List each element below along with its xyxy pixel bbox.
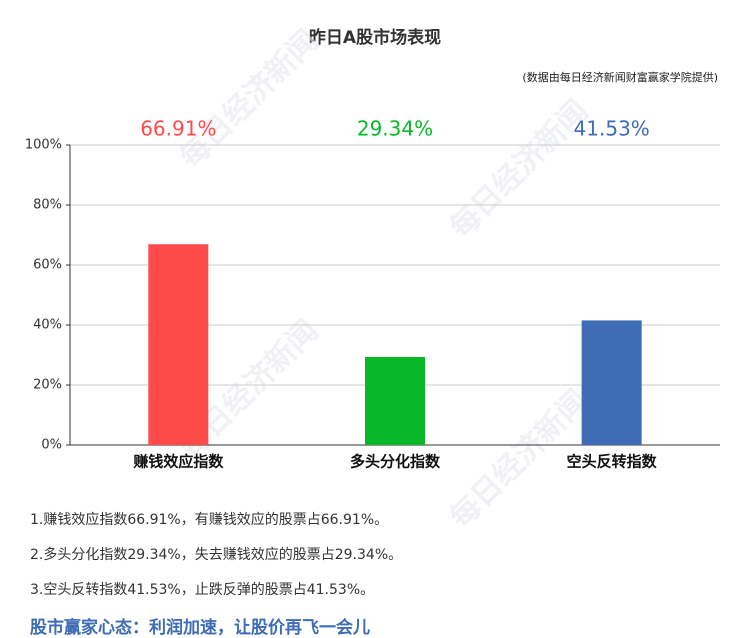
y-tick-label: 60% (33, 258, 62, 273)
slogan: 股市赢家心态：利润加速，让股价再飞一会儿 (30, 617, 370, 638)
y-tick-label: 0% (41, 438, 62, 453)
y-tick-label: 20% (33, 378, 62, 393)
x-tick-label: 赚钱效应指数 (132, 453, 224, 471)
x-tick-label: 空头反转指数 (567, 453, 658, 471)
bar (365, 356, 425, 445)
value-label: 66.91% (140, 117, 216, 141)
y-tick-label: 40% (33, 318, 62, 333)
note: 3.空头反转指数41.53%，止跌反弹的股票占41.53%。 (30, 582, 374, 598)
chart-subtitle: (数据由每日经济新闻财富赢家学院提供) (522, 70, 718, 84)
bar (581, 320, 642, 445)
y-tick-label: 100% (25, 138, 62, 153)
x-tick-label: 多头分化指数 (350, 453, 441, 471)
note: 1.赚钱效应指数66.91%，有赚钱效应的股票占66.91%。 (30, 511, 388, 528)
value-label: 29.34% (357, 117, 433, 141)
note: 2.多头分化指数29.34%，失去赚钱效应的股票占29.34%。 (30, 546, 402, 563)
chart-title: 昨日A股市场表现 (309, 27, 441, 48)
bar (148, 244, 209, 445)
value-label: 41.53% (574, 117, 650, 141)
y-tick-label: 80% (33, 198, 62, 213)
